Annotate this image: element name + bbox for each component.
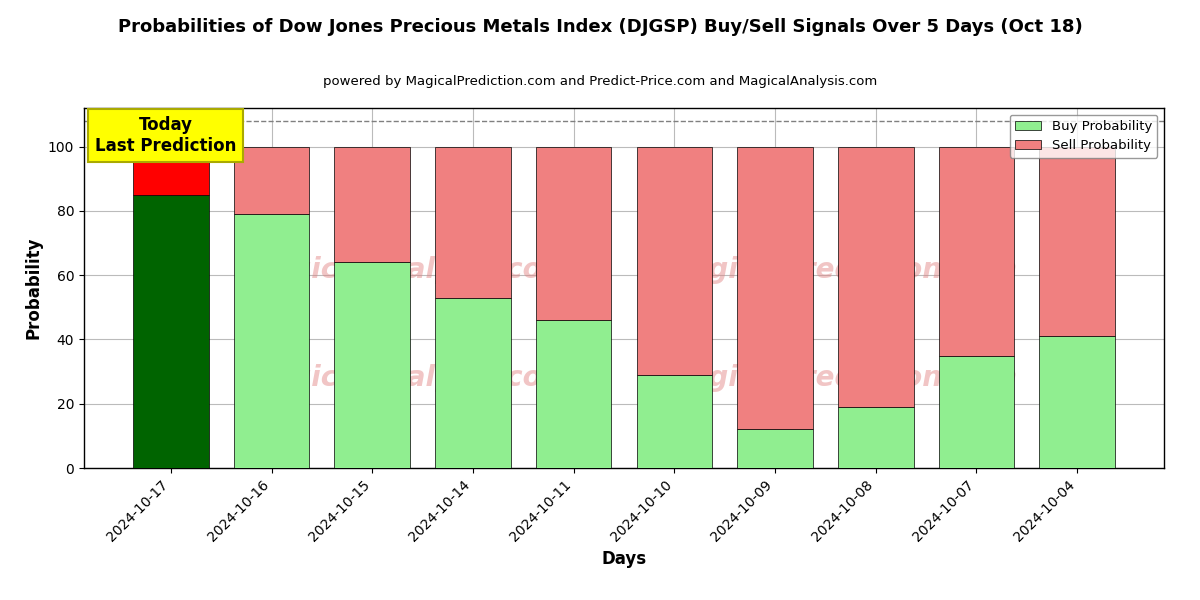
Bar	[938, 355, 1014, 468]
Bar	[133, 146, 209, 195]
Bar	[1039, 146, 1115, 336]
Text: MagicalAnalysis.com: MagicalAnalysis.com	[245, 364, 571, 392]
Bar	[436, 146, 511, 298]
X-axis label: Days: Days	[601, 550, 647, 568]
Text: MagicalPrediction.com: MagicalPrediction.com	[662, 364, 1018, 392]
Bar	[838, 407, 913, 468]
Bar	[234, 214, 310, 468]
Text: powered by MagicalPrediction.com and Predict-Price.com and MagicalAnalysis.com: powered by MagicalPrediction.com and Pre…	[323, 75, 877, 88]
Text: MagicalAnalysis.com: MagicalAnalysis.com	[245, 256, 571, 284]
Bar	[938, 146, 1014, 355]
Y-axis label: Probability: Probability	[24, 237, 42, 339]
Bar	[636, 146, 712, 375]
Text: Today
Last Prediction: Today Last Prediction	[95, 116, 236, 155]
Bar	[636, 375, 712, 468]
Bar	[838, 146, 913, 407]
Bar	[335, 262, 410, 468]
Text: MagicalPrediction.com: MagicalPrediction.com	[662, 256, 1018, 284]
Legend: Buy Probability, Sell Probability: Buy Probability, Sell Probability	[1009, 115, 1158, 158]
Bar	[536, 146, 612, 320]
Bar	[737, 146, 812, 430]
Bar	[335, 146, 410, 262]
Bar	[234, 146, 310, 214]
Bar	[737, 430, 812, 468]
Text: Probabilities of Dow Jones Precious Metals Index (DJGSP) Buy/Sell Signals Over 5: Probabilities of Dow Jones Precious Meta…	[118, 18, 1082, 36]
Bar	[133, 195, 209, 468]
Bar	[1039, 336, 1115, 468]
Bar	[436, 298, 511, 468]
Bar	[536, 320, 612, 468]
